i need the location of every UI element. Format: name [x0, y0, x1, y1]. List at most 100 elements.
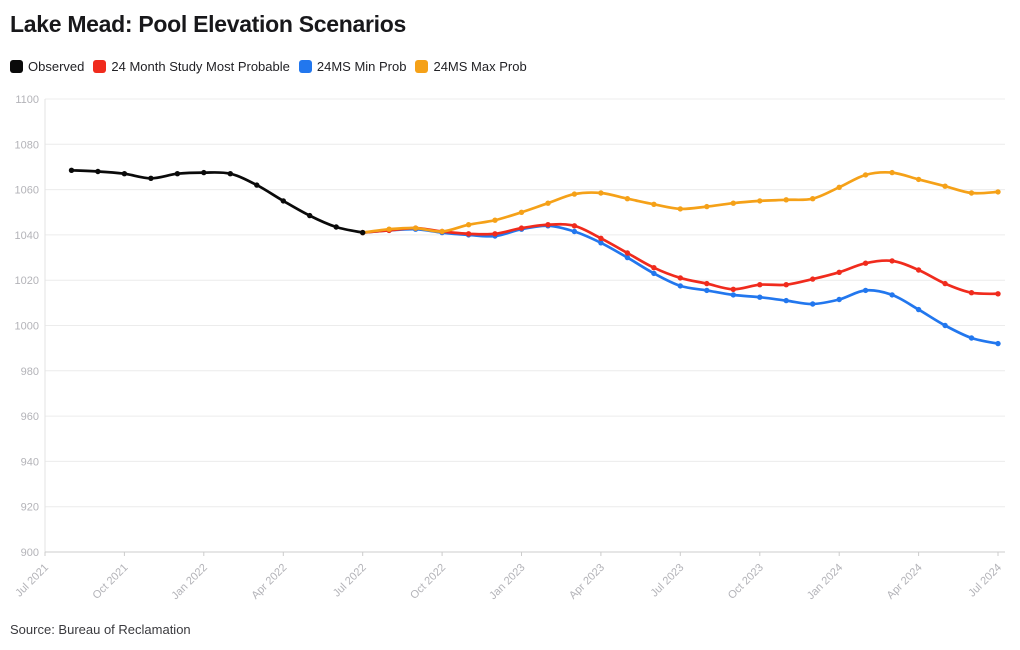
legend-item-min-prob: 24MS Min Prob: [298, 59, 407, 74]
x-tick-label: Jul 2023: [649, 562, 687, 600]
data-point-24ms-max-prob: [386, 226, 392, 232]
data-point-observed: [148, 175, 154, 181]
legend-label: 24 Month Study Most Probable: [111, 59, 290, 74]
data-point-observed: [121, 171, 128, 177]
data-point-24-month-study-most-probable: [651, 265, 657, 271]
data-point-24ms-min-prob: [915, 306, 922, 313]
legend-swatch-most-probable: [93, 60, 107, 73]
data-point-24-month-study-most-probable: [465, 231, 472, 237]
legend-label: 24MS Max Prob: [433, 59, 527, 74]
data-point-24-month-study-most-probable: [518, 225, 525, 231]
data-point-observed: [254, 182, 260, 188]
legend-item-observed: Observed: [10, 59, 84, 74]
data-point-24ms-min-prob: [757, 294, 763, 300]
x-tick-label: Apr 2024: [885, 562, 925, 602]
x-tick-labels: Jul 2021 Oct 2021 Jan 2022 Apr 2022 Jul 2022…: [13, 562, 1004, 602]
legend-item-most-probable: 24 Month Study Most Probable: [93, 59, 290, 74]
data-point-24-month-study-most-probable: [889, 258, 895, 264]
series-24ms-min-prob: [360, 223, 1001, 347]
series-line-observed: [70, 168, 365, 234]
page-title: Lake Mead: Pool Elevation Scenarios: [10, 11, 406, 37]
series-line-24ms-max-prob: [361, 170, 1000, 234]
x-tick-label: Jul 2024: [966, 562, 1004, 600]
data-point-24ms-min-prob: [598, 240, 604, 246]
data-point-24-month-study-most-probable: [968, 290, 975, 296]
data-point-24-month-study-most-probable: [598, 235, 604, 241]
data-point-24ms-max-prob: [677, 206, 683, 212]
data-point-24-month-study-most-probable: [704, 280, 710, 287]
data-point-24ms-min-prob: [730, 292, 736, 298]
data-point-24ms-min-prob: [995, 340, 1001, 347]
data-point-24-month-study-most-probable: [624, 250, 631, 256]
y-tick-label: 960: [21, 411, 39, 423]
data-point-24ms-max-prob: [571, 191, 578, 197]
legend-item-max-prob: 24MS Max Prob: [415, 59, 527, 74]
data-point-24ms-min-prob: [624, 254, 631, 261]
y-tick-label: 980: [21, 366, 39, 378]
data-point-24ms-max-prob: [757, 198, 763, 204]
data-point-24-month-study-most-probable: [757, 282, 763, 288]
y-tick-label: 900: [21, 547, 39, 559]
x-tick-marks: [44, 552, 999, 556]
data-point-24ms-max-prob: [836, 184, 842, 190]
legend-swatch-observed: [10, 60, 23, 73]
data-point-24ms-min-prob: [651, 270, 657, 277]
data-point-24ms-max-prob: [915, 176, 922, 183]
y-gridlines: [45, 98, 1005, 553]
x-tick-label: Oct 2023: [726, 562, 766, 602]
data-point-observed: [174, 171, 181, 177]
data-point-observed: [360, 229, 366, 236]
y-tick-labels: 1100 1080 1060 1040 1020 1000 980 960 940 920 900: [15, 94, 39, 559]
data-point-24ms-min-prob: [704, 287, 710, 294]
y-tick-label: 1100: [15, 94, 39, 106]
x-tick-label: Apr 2022: [249, 562, 289, 602]
data-point-24ms-max-prob: [465, 222, 472, 228]
data-point-observed: [280, 198, 286, 204]
data-point-24ms-max-prob: [412, 225, 419, 231]
data-point-24ms-max-prob: [968, 190, 975, 196]
x-tick-label: Jan 2022: [169, 562, 209, 602]
series-observed: [68, 167, 366, 236]
x-tick-label: Jul 2022: [331, 562, 369, 600]
data-point-observed: [201, 169, 207, 176]
data-point-24-month-study-most-probable: [571, 223, 578, 229]
data-point-24-month-study-most-probable: [730, 286, 736, 292]
x-tick-label: Jan 2023: [487, 562, 527, 602]
legend-label: 24MS Min Prob: [316, 59, 407, 74]
data-point-24ms-min-prob: [889, 292, 895, 298]
data-point-24ms-min-prob: [810, 301, 816, 307]
y-tick-label: 1000: [15, 321, 39, 333]
data-point-24ms-max-prob: [889, 169, 895, 176]
data-point-24-month-study-most-probable: [810, 276, 816, 282]
data-point-24ms-max-prob: [704, 203, 710, 210]
y-tick-label: 1060: [15, 185, 39, 197]
data-point-24ms-max-prob: [942, 183, 948, 189]
data-point-24ms-min-prob: [968, 335, 975, 341]
x-tick-label: Oct 2021: [90, 562, 130, 602]
y-tick-label: 1020: [15, 275, 39, 287]
data-point-24-month-study-most-probable: [862, 260, 869, 266]
data-point-observed: [333, 224, 339, 230]
data-point-24ms-max-prob: [439, 228, 445, 235]
y-tick-label: 940: [21, 456, 39, 468]
data-point-observed: [95, 168, 101, 175]
data-point-24ms-max-prob: [730, 200, 736, 206]
y-tick-label: 920: [21, 502, 39, 514]
data-point-24ms-max-prob: [545, 200, 551, 206]
legend-label: Observed: [28, 59, 85, 74]
data-point-24ms-max-prob: [492, 217, 498, 223]
data-point-24-month-study-most-probable: [677, 275, 683, 281]
data-point-24ms-min-prob: [571, 228, 578, 235]
data-point-24ms-max-prob: [651, 201, 657, 207]
x-tick-label: Apr 2023: [567, 562, 607, 602]
data-point-24ms-max-prob: [518, 209, 525, 215]
data-point-24-month-study-most-probable: [942, 280, 948, 287]
y-tick-label: 1040: [15, 230, 39, 242]
data-point-24ms-min-prob: [783, 297, 789, 304]
data-point-24ms-min-prob: [942, 322, 948, 329]
x-tick-label: Jan 2024: [805, 562, 845, 602]
data-point-24ms-max-prob: [995, 189, 1001, 195]
data-point-24ms-max-prob: [783, 197, 789, 203]
data-point-24-month-study-most-probable: [915, 267, 922, 273]
